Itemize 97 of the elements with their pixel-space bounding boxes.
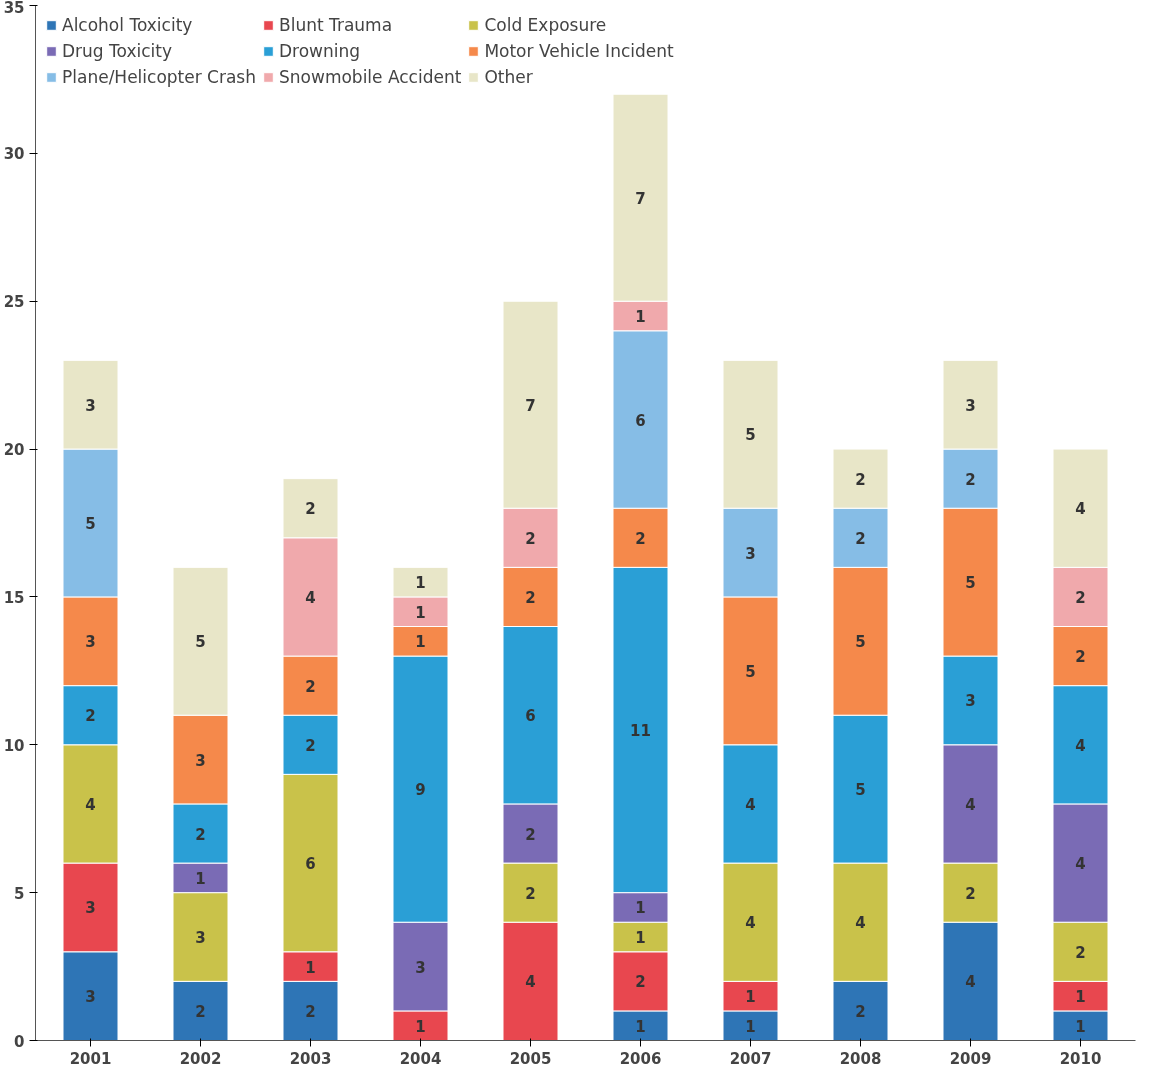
x-tick-label: 2004 (399, 1049, 442, 1068)
legend-label: Alcohol Toxicity (62, 15, 193, 35)
y-tick-label: 35 (3, 0, 25, 17)
legend-label: Drowning (279, 41, 361, 61)
y-tick-label: 5 (14, 884, 25, 903)
data-label: 2 (305, 736, 316, 755)
x-tick-label: 2009 (949, 1049, 992, 1068)
data-label: 5 (855, 633, 866, 652)
data-label: 5 (195, 633, 206, 652)
data-label: 3 (85, 988, 96, 1007)
legend-label: Motor Vehicle Incident (484, 41, 674, 61)
data-label: 5 (855, 781, 866, 800)
y-tick-label: 0 (14, 1032, 25, 1051)
legend-label: Blunt Trauma (279, 15, 393, 35)
data-label: 1 (635, 1017, 646, 1036)
data-label: 2 (855, 529, 866, 548)
data-label: 4 (745, 795, 756, 814)
data-label: 5 (745, 426, 756, 445)
data-label: 3 (85, 396, 96, 415)
data-label: 3 (965, 396, 976, 415)
data-label: 4 (1075, 736, 1086, 755)
y-tick-label: 20 (3, 441, 25, 460)
data-label: 3 (965, 692, 976, 711)
data-label: 2 (305, 500, 316, 519)
data-label: 2 (1075, 648, 1086, 667)
y-tick-label: 10 (3, 736, 25, 755)
data-label: 2 (965, 884, 976, 903)
data-label: 2 (525, 884, 536, 903)
data-label: 4 (965, 795, 976, 814)
data-label: 5 (85, 515, 96, 533)
data-label: 9 (415, 781, 426, 800)
data-label: 3 (195, 751, 206, 770)
data-label: 4 (855, 914, 866, 933)
y-tick-label: 25 (3, 293, 25, 312)
data-label: 4 (745, 914, 756, 933)
data-label: 3 (85, 899, 96, 918)
data-label: 2 (85, 707, 96, 726)
x-tick-label: 2008 (839, 1049, 882, 1068)
data-label: 2 (635, 973, 646, 992)
data-label: 1 (415, 633, 426, 652)
data-label: 3 (85, 633, 96, 652)
x-tick-label: 2005 (509, 1049, 552, 1068)
data-label: 2 (525, 588, 536, 607)
data-label: 1 (635, 899, 646, 918)
data-label: 1 (305, 958, 316, 977)
data-label: 2 (855, 470, 866, 489)
data-label: 3 (195, 929, 206, 947)
data-label: 1 (415, 1017, 426, 1036)
data-label: 6 (525, 707, 536, 726)
legend-label: Snowmobile Accident (279, 67, 462, 87)
data-label: 1 (415, 603, 426, 622)
data-label: 4 (305, 588, 316, 607)
x-tick-label: 2010 (1059, 1049, 1102, 1068)
data-label: 1 (745, 988, 756, 1007)
data-label: 2 (965, 470, 976, 489)
data-label: 7 (635, 189, 646, 208)
data-label: 3 (415, 958, 426, 977)
x-tick-label: 2003 (289, 1049, 332, 1068)
data-label: 1 (1075, 1017, 1086, 1036)
x-tick-label: 2006 (619, 1049, 662, 1068)
data-label: 4 (965, 973, 976, 992)
data-label: 4 (85, 795, 96, 814)
data-label: 2 (525, 825, 536, 844)
legend-label: Cold Exposure (484, 15, 607, 35)
data-label: 2 (305, 677, 316, 696)
data-label: 1 (745, 1017, 756, 1036)
y-tick-label: 30 (3, 145, 25, 164)
x-tick-label: 2001 (69, 1049, 112, 1068)
data-label: 2 (1075, 588, 1086, 607)
data-label: 2 (195, 825, 206, 844)
data-label: 5 (745, 662, 756, 681)
data-label: 4 (525, 973, 536, 992)
data-label: 7 (525, 396, 536, 415)
data-label: 2 (305, 1002, 316, 1021)
y-tick-label: 15 (3, 588, 25, 607)
data-label: 2 (635, 529, 646, 548)
legend-label: Drug Toxicity (62, 41, 173, 61)
data-label: 2 (525, 529, 536, 548)
data-label: 4 (1075, 855, 1086, 874)
data-label: 2 (1075, 943, 1086, 962)
data-label: 11 (630, 722, 651, 740)
legend-label: Other (484, 67, 533, 87)
data-label: 2 (195, 1002, 206, 1021)
data-label: 1 (635, 308, 646, 326)
data-label: 1 (415, 574, 426, 593)
data-label: 6 (635, 411, 646, 430)
data-label: 4 (1075, 500, 1086, 519)
data-label: 6 (305, 855, 316, 874)
data-label: 2 (855, 1002, 866, 1021)
data-label: 1 (195, 869, 206, 888)
data-label: 1 (1075, 988, 1086, 1007)
data-label: 5 (965, 574, 976, 593)
x-tick-label: 2002 (179, 1049, 222, 1068)
data-label: 1 (635, 929, 646, 947)
x-tick-label: 2007 (729, 1049, 772, 1068)
data-label: 3 (745, 544, 756, 563)
legend-label: Plane/Helicopter Crash (62, 67, 257, 87)
